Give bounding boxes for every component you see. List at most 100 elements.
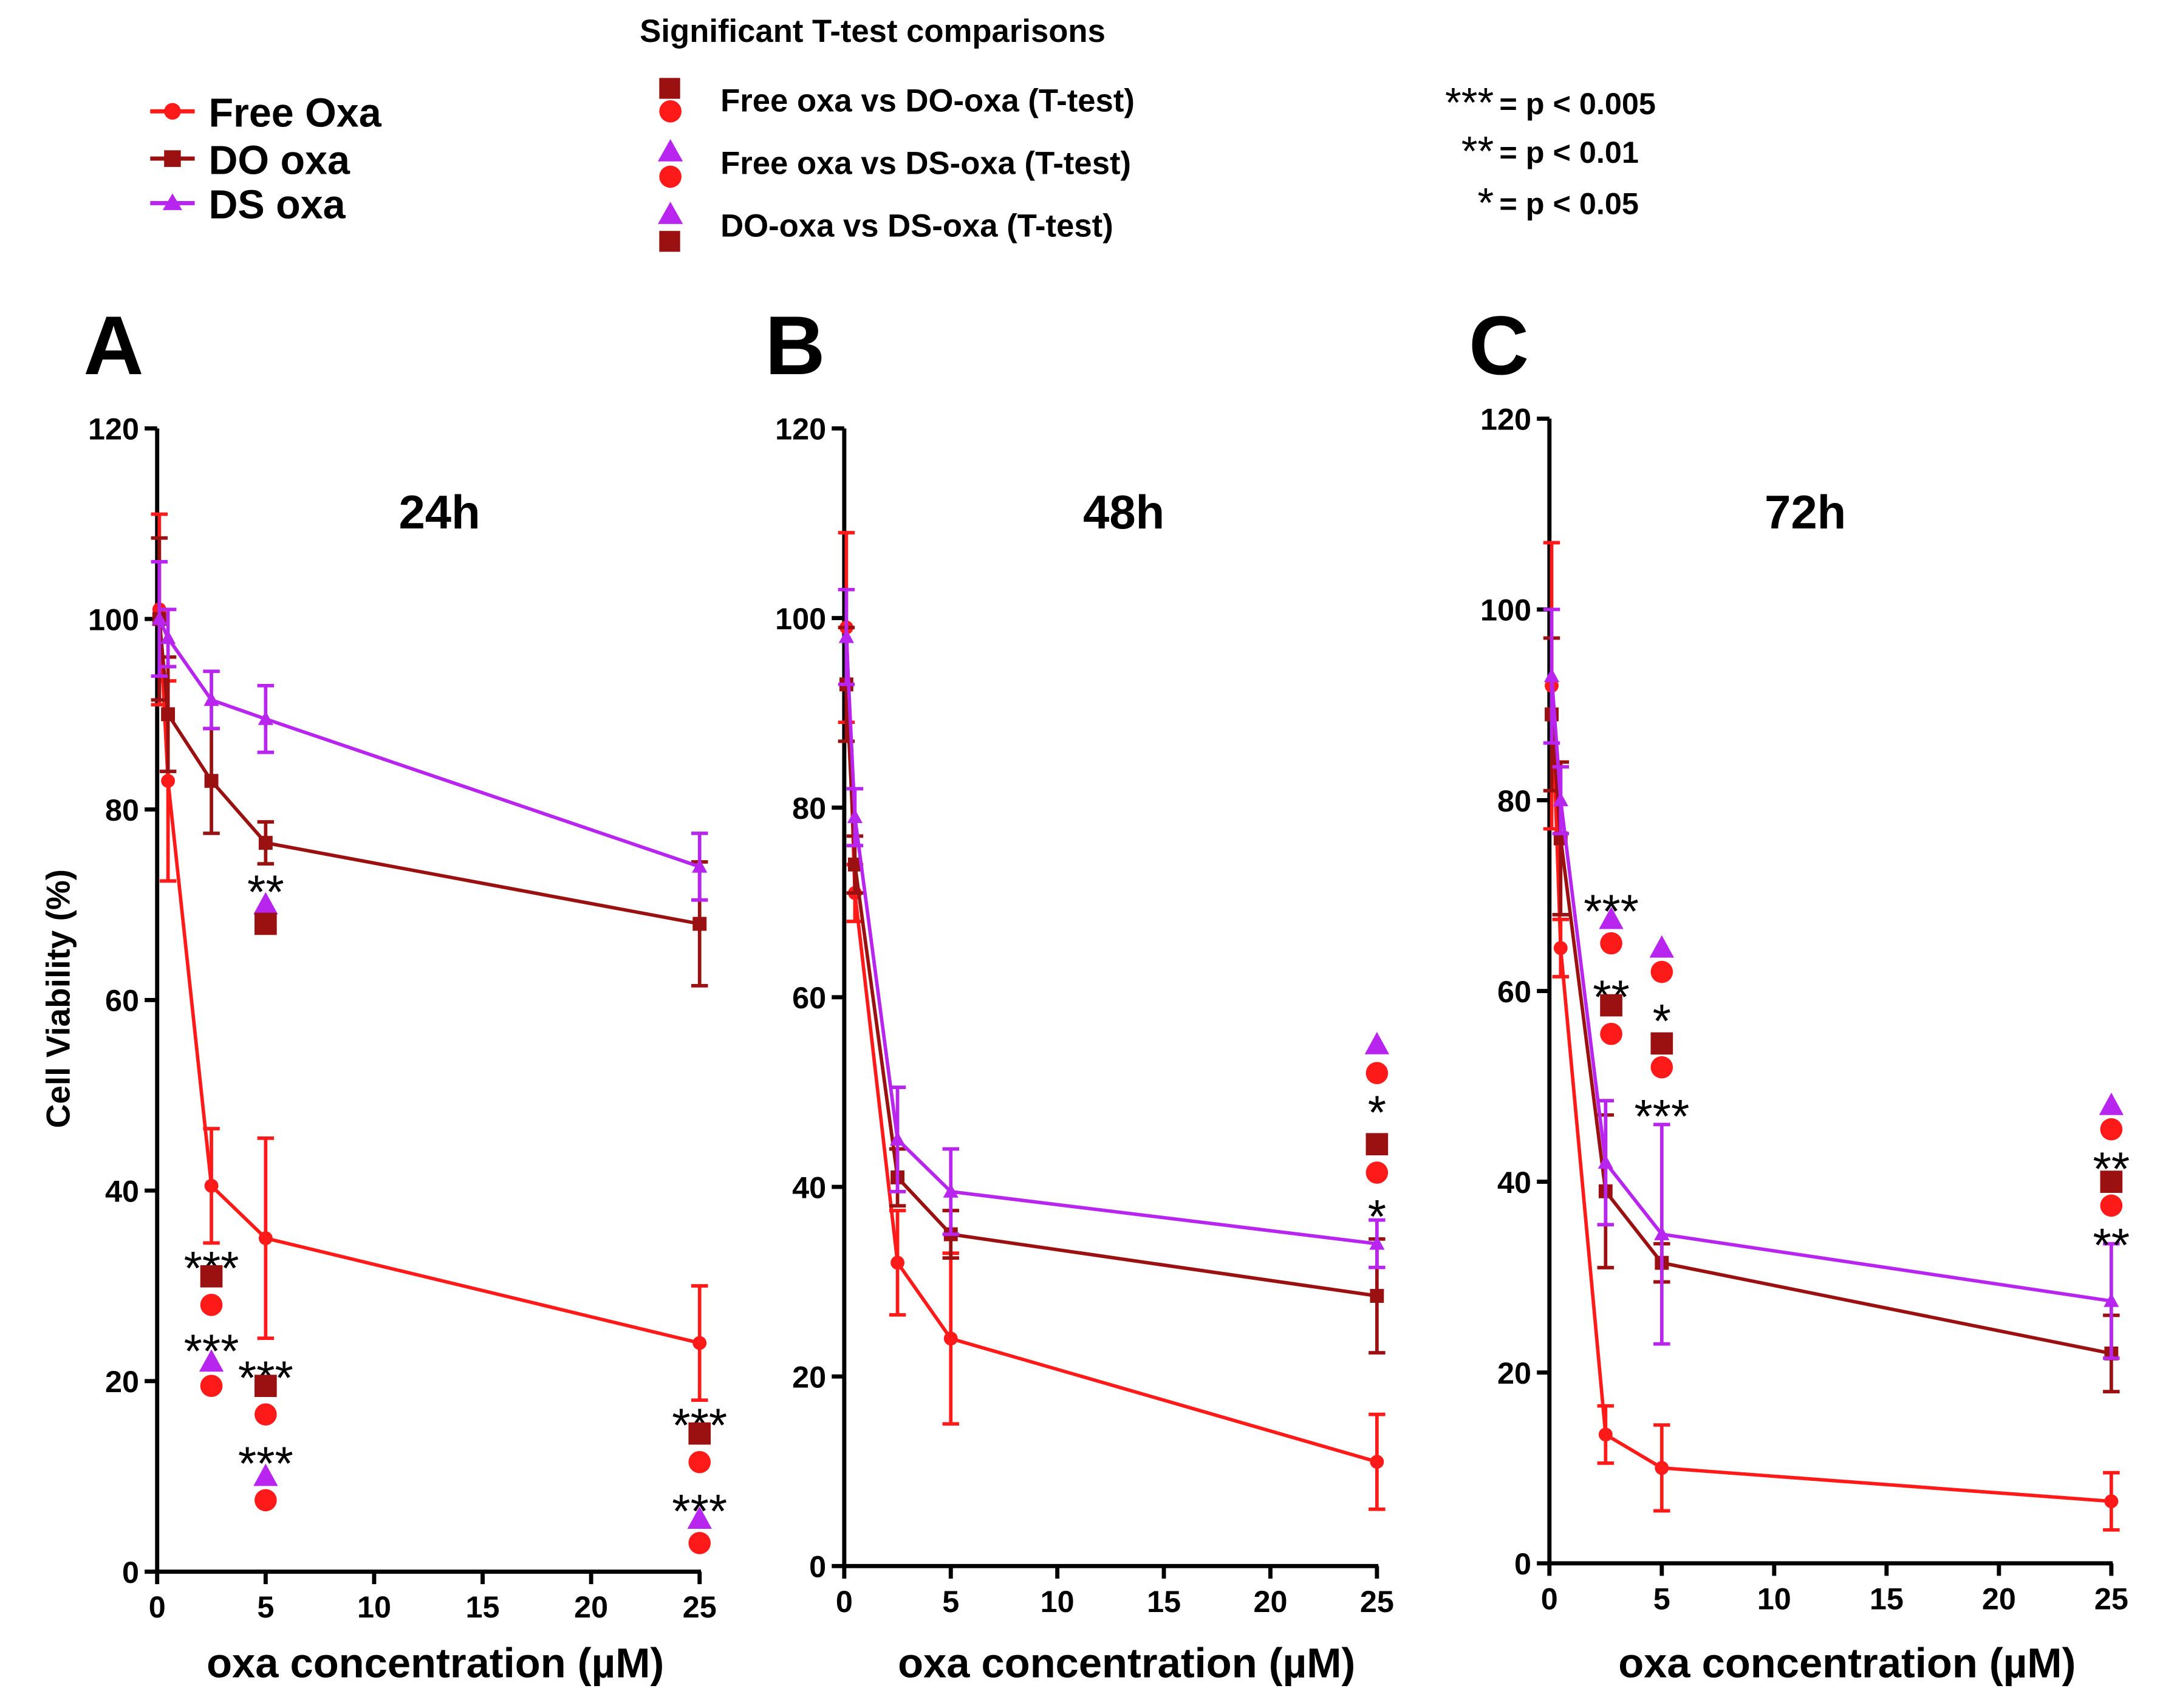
data-point — [692, 917, 707, 931]
legend-label: Free Oxa — [208, 91, 381, 135]
significance-marker — [1600, 1022, 1622, 1045]
comparison-free-vs-ds: Free oxa vs DS-oxa (T-test) — [658, 139, 1131, 188]
data-point — [1543, 668, 1560, 683]
data-point — [258, 836, 273, 850]
data-point — [1369, 1235, 1385, 1250]
legend-circle-icon — [164, 103, 181, 120]
significance-marker — [1365, 1062, 1389, 1085]
significance-marker — [253, 1463, 278, 1486]
x-tick-label: 5 — [257, 1590, 274, 1624]
data-point — [1370, 1289, 1384, 1303]
y-tick-label: 40 — [792, 1170, 826, 1204]
legend-item-do-oxa: DO oxa — [150, 138, 350, 183]
data-point — [258, 1231, 273, 1245]
y-tick-label: 80 — [105, 793, 139, 827]
x-tick-label: 20 — [574, 1590, 608, 1624]
significance-marker — [1600, 994, 1622, 1017]
significance-marker — [199, 1349, 224, 1372]
data-point — [160, 630, 176, 644]
comparison-label: DO-oxa vs DS-oxa (T-test) — [720, 208, 1113, 244]
significance-marker — [2099, 1092, 2124, 1115]
significance-marker — [255, 1375, 277, 1397]
series-do-oxa — [1543, 636, 2120, 1393]
key-stars: *** — [1445, 79, 1494, 126]
significance-stars: * — [1368, 1191, 1386, 1243]
panel-a: A 24h oxa concentration (µM) Cell Viabil… — [39, 299, 727, 1687]
x-tick-label: 15 — [1870, 1581, 1904, 1616]
x-tick-label: 20 — [1982, 1581, 2016, 1616]
significance-marker — [1365, 1161, 1389, 1184]
significance-marker — [1600, 932, 1622, 955]
significance-marker — [1364, 1031, 1390, 1054]
data-point — [161, 774, 176, 788]
significance-marker — [688, 1532, 711, 1554]
y-tick-label: 0 — [1514, 1546, 1531, 1581]
data-point — [258, 711, 273, 725]
y-tick-label: 60 — [1497, 974, 1531, 1009]
square-icon — [659, 78, 680, 99]
y-tick-label: 60 — [105, 983, 139, 1018]
significance-marker — [688, 1422, 711, 1445]
x-tick-label: 10 — [357, 1590, 391, 1624]
key-label: = p < 0.01 — [1499, 135, 1639, 169]
key-label: = p < 0.05 — [1499, 186, 1639, 221]
plot-area: 0204060801001200510152025***************… — [88, 412, 727, 1624]
y-tick-label: 60 — [792, 980, 826, 1015]
x-tick-label: 25 — [683, 1590, 717, 1624]
data-point — [1553, 792, 1568, 807]
square-icon — [659, 231, 680, 252]
y-tick-label: 20 — [105, 1364, 139, 1399]
circle-icon — [659, 165, 682, 188]
x-tick-label: 10 — [1041, 1584, 1075, 1619]
data-point — [1598, 1155, 1613, 1169]
significance-marker — [2100, 1118, 2123, 1141]
panel-b: B 48h oxa concentration (µM) 0 20 40 60 80 10… — [765, 299, 1394, 1687]
series-do-oxa — [151, 536, 708, 988]
series-do-oxa — [838, 626, 1386, 1355]
significance-marker — [1650, 1032, 1673, 1055]
significance-marker — [200, 1265, 223, 1288]
x-axis-label: oxa concentration (µM) — [207, 1640, 664, 1687]
significance-marker — [255, 912, 277, 935]
series-line — [844, 684, 1378, 1298]
y-tick-label: 120 — [88, 412, 139, 446]
series-ds-oxa — [1543, 607, 2120, 1361]
x-tick-label: 0 — [1541, 1581, 1558, 1616]
key-stars: ** — [1461, 128, 1494, 175]
significance-marker — [253, 892, 278, 915]
data-point — [204, 1178, 219, 1193]
series-line — [1550, 676, 2112, 1303]
panel-c: C 72h oxa concentration (µM) 0 20 40 60 80 10… — [1469, 299, 2130, 1687]
series-line — [1550, 714, 2112, 1356]
data-point — [692, 1336, 707, 1350]
x-axis-label: oxa concentration (µM) — [898, 1640, 1355, 1687]
legend-item-ds-oxa: DS oxa — [150, 183, 346, 228]
significance-marker — [1650, 1056, 1673, 1079]
x-tick-label: 15 — [1147, 1584, 1181, 1619]
significance-stars: *** — [1634, 1090, 1689, 1143]
triangle-icon — [658, 139, 683, 162]
y-tick-label: 20 — [1497, 1356, 1531, 1390]
significance-marker — [255, 1489, 277, 1512]
series-line — [157, 618, 700, 926]
significance-legend: Significant T-test comparisons Free oxa … — [640, 13, 1656, 252]
series-ds-oxa — [838, 587, 1386, 1269]
significance-marker — [687, 1506, 712, 1529]
series-line — [157, 609, 700, 1345]
y-tick-label: 100 — [88, 602, 139, 637]
y-tick-label: 120 — [1480, 402, 1531, 437]
y-tick-label: 40 — [1497, 1165, 1531, 1200]
significance-marker — [200, 1375, 223, 1397]
data-point — [1370, 1455, 1384, 1469]
series-line — [844, 627, 1378, 1464]
y-tick-label: 100 — [775, 601, 826, 636]
data-point — [1598, 1427, 1613, 1442]
data-point — [847, 809, 863, 824]
data-point — [161, 707, 176, 722]
x-tick-label: 5 — [1653, 1581, 1670, 1616]
x-tick-label: 20 — [1253, 1584, 1287, 1619]
key-label: = p < 0.005 — [1499, 86, 1656, 121]
legend-label: DS oxa — [208, 183, 346, 228]
